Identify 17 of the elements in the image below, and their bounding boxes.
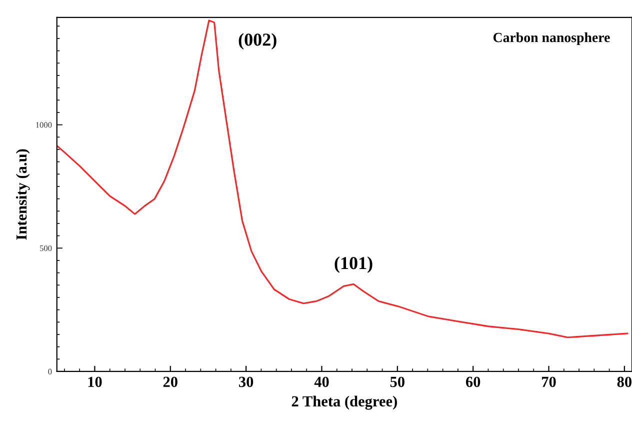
annotation: (002) [238,33,276,50]
y-tick-label: 1000 [36,122,52,128]
x-tick-label: 30 [239,376,254,388]
x-axis-title: 2 Theta (degree) [292,396,397,410]
x-tick-label: 40 [314,376,329,388]
x-tick-label: 80 [617,376,632,388]
x-tick-label: 20 [163,376,178,388]
annotation: Carbon nanosphere [493,32,610,46]
annotation: (101) [334,256,372,273]
y-tick-label: 500 [40,245,52,252]
x-tick-label: 70 [542,376,556,388]
line-series [56,20,628,338]
y-axis-title: Intensity (a.u) [16,149,30,240]
x-tick-label: 60 [466,376,480,388]
x-tick-label: 10 [88,376,102,388]
y-tick-label: 0 [48,368,52,374]
x-tick-label: 50 [390,376,404,388]
